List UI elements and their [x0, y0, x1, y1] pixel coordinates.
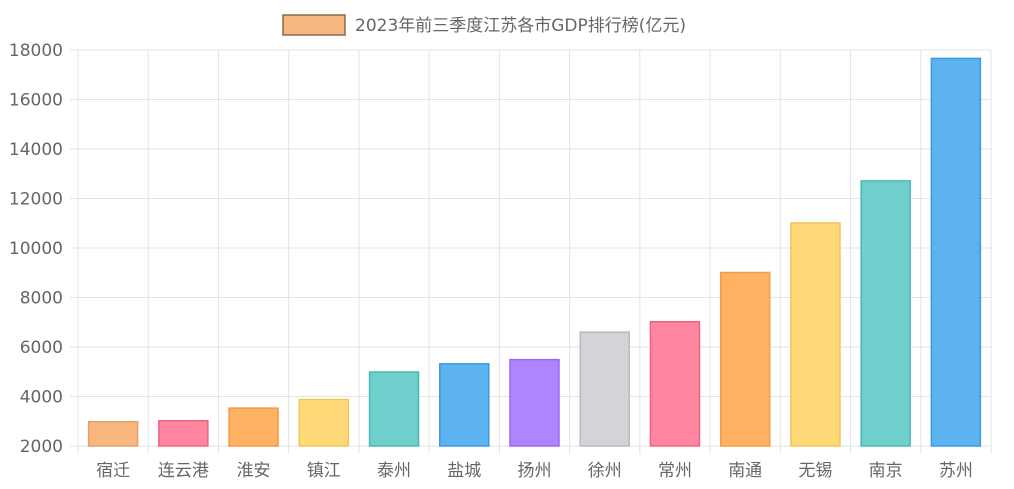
bar-9[interactable] — [649, 321, 701, 447]
y-tick-label: 16000 — [9, 91, 63, 111]
bar-1[interactable] — [87, 420, 139, 447]
bar-8[interactable] — [579, 331, 630, 447]
y-tick-label: 2000 — [20, 437, 63, 457]
bar-6[interactable] — [439, 363, 490, 447]
y-tick-label: 10000 — [9, 239, 63, 259]
bar-7[interactable] — [509, 358, 560, 447]
x-tick-label: 扬州 — [518, 461, 552, 481]
x-tick-label: 连云港 — [158, 461, 209, 481]
bar-3[interactable] — [228, 407, 279, 447]
x-axis: 宿迁 连云港 淮安 镇江 泰州 盐城 扬州 徐州 常州 南通 无锡 南京 苏州 — [96, 461, 973, 481]
x-tick-label: 常州 — [658, 461, 692, 481]
x-tick-label: 南通 — [728, 461, 762, 481]
bar-5[interactable] — [368, 371, 420, 447]
legend-swatch[interactable] — [282, 14, 346, 36]
y-tick-label: 6000 — [20, 338, 63, 358]
x-tick-label: 无锡 — [798, 461, 832, 481]
y-axis: 2000 4000 6000 8000 10000 12000 14000 16000 1800… — [9, 41, 63, 457]
legend[interactable]: 2023年前三季度江苏各市GDP排行榜(亿元) — [282, 14, 686, 36]
x-tick-label: 苏州 — [939, 461, 973, 481]
x-tick-label: 淮安 — [237, 461, 271, 481]
x-tick-label: 盐城 — [447, 461, 481, 481]
x-tick-label: 泰州 — [377, 461, 411, 481]
x-tick-label: 镇江 — [307, 461, 341, 481]
bar-10[interactable] — [719, 271, 771, 447]
y-tick-label: 12000 — [9, 190, 63, 210]
y-tick-label: 18000 — [9, 41, 63, 61]
x-tick-label: 南京 — [869, 461, 903, 481]
bar-13[interactable] — [930, 57, 982, 447]
grid-lines — [70, 49, 992, 454]
y-tick-label: 4000 — [20, 388, 63, 408]
y-tick-label: 8000 — [20, 289, 63, 309]
x-tick-label: 宿迁 — [96, 461, 130, 481]
legend-label[interactable]: 2023年前三季度江苏各市GDP排行榜(亿元) — [355, 16, 686, 36]
bar-12[interactable] — [860, 180, 911, 447]
y-tick-label: 14000 — [9, 140, 63, 160]
bar-2[interactable] — [158, 420, 209, 447]
bar-4[interactable] — [298, 398, 350, 447]
bar-11[interactable] — [790, 222, 841, 447]
bars — [87, 57, 982, 447]
x-tick-label: 徐州 — [588, 461, 622, 481]
